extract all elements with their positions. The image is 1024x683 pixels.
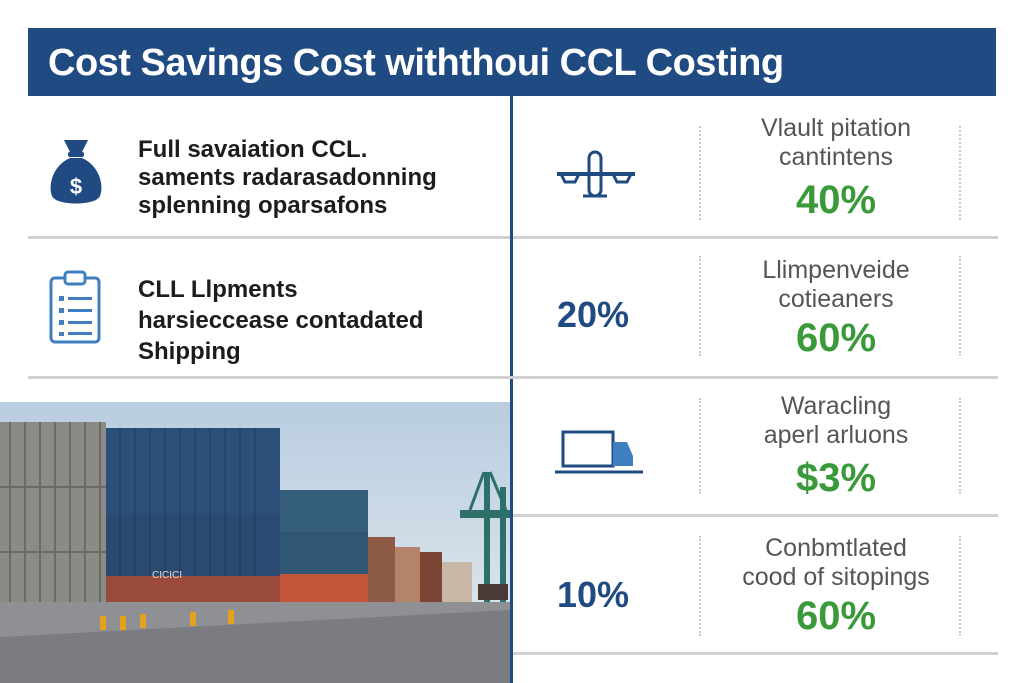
- row-divider: [513, 514, 998, 517]
- dotted-divider: [699, 126, 701, 220]
- stat-row-3: Waracling aperl arluons $3%: [513, 380, 998, 514]
- text-line: harsieccease contadated: [138, 307, 424, 334]
- stat-label-line: Vlault pitation: [760, 114, 912, 142]
- stat-label: Conbmtlated cood of sitopings: [701, 534, 971, 592]
- page-title: Cost Savings Cost withthoui CCL Costing: [48, 42, 784, 84]
- svg-text:$: $: [70, 174, 82, 199]
- stat-label: Vlault pitation cantintens: [701, 114, 971, 172]
- stat-label-line: Llimpenveide: [762, 256, 910, 284]
- container-yard-photo: CICICI: [0, 402, 510, 683]
- stat-row-4: 10% Conbmtlated cood of sitopings 60%: [513, 518, 998, 652]
- text-line: CLL Llpments: [138, 276, 298, 303]
- stat-label-line: Waracling: [780, 392, 892, 420]
- stat-label-line: cantintens: [779, 143, 893, 171]
- crane-icon: [460, 471, 510, 602]
- stat-row-2: 20% Llimpenveide cotieaners 60%: [513, 240, 998, 376]
- airplane-icon: [557, 150, 635, 198]
- clipboard-icon: [49, 270, 101, 344]
- dotted-divider: [959, 398, 961, 494]
- row-divider: [513, 652, 998, 655]
- text-line: Shipping: [138, 338, 241, 365]
- stat-label-line: Conbmtlated: [765, 534, 907, 562]
- text-line: saments radarasadonning: [138, 164, 437, 191]
- dotted-divider: [699, 398, 701, 494]
- stat-value: 60%: [795, 316, 877, 360]
- money-bag-icon: $: [50, 140, 102, 204]
- stat-value: 40%: [795, 178, 877, 222]
- dotted-divider: [959, 126, 961, 220]
- row-divider: [28, 236, 510, 239]
- percent-figure: 10%: [557, 574, 630, 615]
- stat-value: 60%: [795, 594, 877, 638]
- dotted-divider: [959, 256, 961, 356]
- dotted-divider: [699, 536, 701, 636]
- stat-row-1: Vlault pitation cantintens 40%: [513, 110, 998, 236]
- left-row-savings: $ Full savaiation CCL. saments radarasad…: [28, 110, 510, 236]
- dotted-divider: [959, 536, 961, 636]
- shipments-description: CLL Llpments harsieccease contadated Shi…: [138, 274, 423, 367]
- text-line: splenning oparsafons: [138, 192, 388, 219]
- truck-icon: [555, 430, 643, 474]
- stat-label: Llimpenveide cotieaners: [701, 256, 971, 314]
- stat-label-line: cotieaners: [778, 285, 894, 313]
- text-line: Full savaiation CCL.: [138, 136, 368, 163]
- header-banner: Cost Savings Cost withthoui CCL Costing: [28, 28, 996, 96]
- row-divider: [513, 236, 998, 239]
- stat-label-line: cood of sitopings: [742, 563, 930, 591]
- row-divider: [28, 376, 998, 379]
- center-divider: [510, 96, 513, 683]
- container-marking: CICICI: [152, 570, 182, 581]
- stat-value: $3%: [795, 456, 877, 500]
- stat-label-line: aperl arluons: [763, 421, 909, 449]
- percent-figure: 20%: [557, 294, 630, 335]
- dotted-divider: [699, 256, 701, 356]
- left-row-shipments: CLL Llpments harsieccease contadated Shi…: [28, 240, 510, 376]
- savings-description: Full savaiation CCL. saments radarasadon…: [138, 136, 437, 220]
- stat-label: Waracling aperl arluons: [701, 392, 971, 450]
